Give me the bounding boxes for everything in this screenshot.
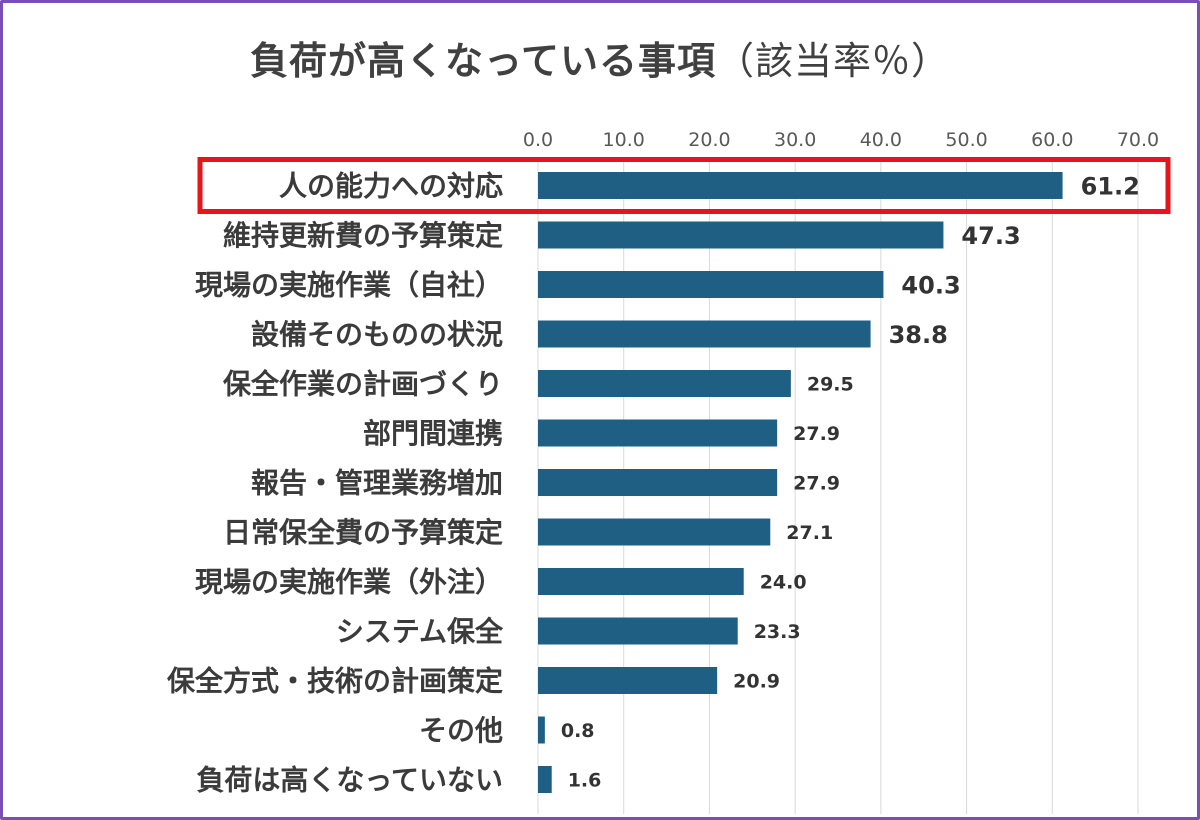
chart-title: 負荷が高くなっている事項（該当率％） — [0, 30, 1200, 85]
x-tick-label: 70.0 — [1117, 129, 1159, 151]
x-tick-label: 0.0 — [523, 129, 553, 151]
category-label: 現場の実施作業（外注） — [195, 566, 503, 599]
category-label: その他 — [419, 714, 503, 747]
x-tick-label: 10.0 — [603, 129, 645, 151]
category-label: 設備そのものの状況 — [251, 318, 503, 351]
category-label: 保全作業の計画づくり — [223, 368, 503, 401]
value-label: 40.3 — [901, 272, 960, 300]
bar — [538, 518, 771, 546]
category-label: 日常保全費の予算策定 — [223, 516, 503, 549]
x-tick-label: 20.0 — [688, 129, 730, 151]
chart-subtitle: （該当率％） — [716, 39, 951, 83]
value-label: 23.3 — [754, 621, 801, 643]
value-label: 1.6 — [568, 770, 602, 792]
bar — [538, 419, 778, 447]
bar — [538, 221, 944, 249]
x-tick-label: 50.0 — [945, 129, 987, 151]
highlight-box — [197, 157, 1171, 214]
category-label: 部門間連携 — [363, 417, 503, 450]
bar — [538, 320, 871, 348]
value-label: 0.8 — [561, 720, 595, 742]
value-label: 38.8 — [889, 321, 948, 349]
bar — [538, 469, 778, 496]
value-label: 27.1 — [786, 522, 833, 544]
category-label: 人の能力への対応 — [279, 170, 503, 203]
value-label: 27.9 — [793, 423, 840, 445]
bar — [538, 568, 744, 595]
bar — [538, 617, 738, 645]
category-label: 現場の実施作業（自社） — [195, 269, 503, 302]
x-tick-label: 30.0 — [774, 129, 816, 151]
bar — [538, 716, 545, 744]
category-label: 維持更新費の予算策定 — [223, 219, 503, 252]
bar — [538, 370, 791, 397]
category-label: 負荷は高くなっていない — [196, 764, 503, 797]
bar — [538, 271, 884, 298]
x-tick-label: 60.0 — [1031, 129, 1073, 151]
bar — [538, 172, 1063, 199]
bar — [538, 766, 552, 793]
x-tick-label: 40.0 — [860, 129, 902, 151]
category-label: 保全方式・技術の計画策定 — [167, 665, 503, 698]
value-label: 61.2 — [1081, 173, 1140, 201]
category-label: システム保全 — [336, 615, 504, 648]
value-label: 27.9 — [793, 473, 840, 495]
chart-title-main: 負荷が高くなっている事項 — [249, 39, 717, 83]
value-label: 29.5 — [807, 374, 854, 396]
value-label: 24.0 — [760, 572, 807, 594]
value-label: 20.9 — [733, 671, 780, 693]
category-label: 報告・管理業務増加 — [251, 467, 503, 500]
bar — [538, 667, 718, 694]
value-label: 47.3 — [961, 222, 1020, 250]
